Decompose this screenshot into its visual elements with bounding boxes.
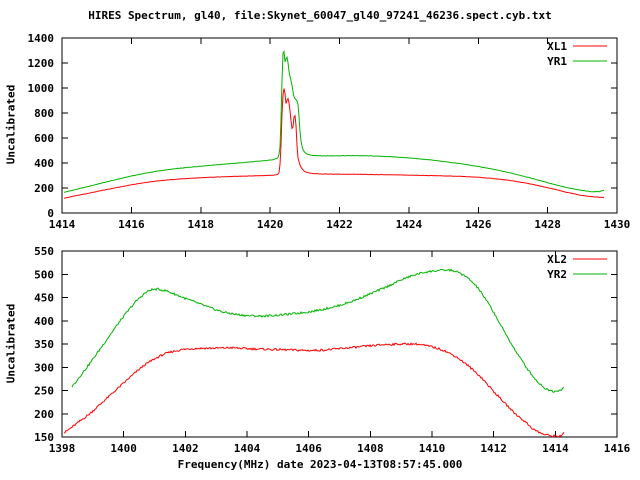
bottom-spectrum-plot: 1398 1400 1402 1404 1406 1408 1410 1412 1414 1416… — [34, 245, 630, 455]
series-line-YR1 — [63, 50, 605, 193]
y-tick-label: 0 — [47, 207, 54, 220]
x-tick-label: 1430 — [604, 218, 631, 231]
plot-border — [61, 250, 618, 438]
x-tick-label: 1404 — [234, 442, 261, 455]
x-tick-label: 1418 — [188, 218, 215, 231]
x-tick-label: 1426 — [465, 218, 492, 231]
y-tick-label: 1400 — [28, 32, 55, 45]
x-tick-label: 1398 — [49, 442, 76, 455]
y-tick-label: 250 — [34, 385, 54, 398]
x-tick-label: 1400 — [110, 442, 137, 455]
x-tick-label: 1416 — [604, 442, 631, 455]
y-tick-label: 400 — [34, 157, 54, 170]
x-tick-label: 1414 — [49, 218, 76, 231]
x-tick-label: 1428 — [534, 218, 561, 231]
y-tick-label: 300 — [34, 361, 54, 374]
legend-label-YR1: YR1 — [547, 55, 567, 68]
y-tick-label: 400 — [34, 315, 54, 328]
y-tick-label: 1000 — [28, 82, 55, 95]
x-tick-label: 1420 — [257, 218, 284, 231]
x-axis-label: Frequency(MHz) date 2023-04-13T08:57:45.… — [177, 458, 463, 471]
legend-label-XL2: XL2 — [547, 253, 567, 266]
plot-title: HIRES Spectrum, gl40, file:Skynet_60047_… — [88, 9, 552, 22]
legend-label-YR2: YR2 — [547, 268, 567, 281]
x-tick-label: 1410 — [419, 442, 446, 455]
top-y-axis-label: Uncalibrated — [4, 84, 18, 165]
legend-label-XL1: XL1 — [547, 40, 567, 53]
y-tick-label: 600 — [34, 132, 54, 145]
y-tick-label: 150 — [34, 431, 54, 444]
series-line-XL2 — [63, 342, 565, 438]
x-tick-label: 1424 — [396, 218, 423, 231]
x-tick-label: 1412 — [480, 442, 507, 455]
y-tick-label: 500 — [34, 268, 54, 281]
y-tick-label: 450 — [34, 292, 54, 305]
x-tick-label: 1416 — [118, 218, 145, 231]
top-spectrum-plot: 1414 1416 1418 1420 1422 1424 1426 1428 1430 0 200… — [28, 32, 631, 231]
x-tick-label: 1408 — [357, 442, 384, 455]
x-tick-label: 1414 — [542, 442, 569, 455]
y-tick-label: 800 — [34, 107, 54, 120]
y-tick-label: 1200 — [28, 57, 55, 70]
y-tick-label: 200 — [34, 182, 54, 195]
y-tick-label: 200 — [34, 408, 54, 421]
y-tick-label: 350 — [34, 338, 54, 351]
x-tick-label: 1402 — [172, 442, 199, 455]
plot-border — [61, 37, 618, 214]
series-line-YR2 — [71, 268, 564, 393]
bottom-y-axis-label: Uncalibrated — [4, 303, 18, 384]
x-tick-label: 1406 — [295, 442, 322, 455]
y-tick-label: 550 — [34, 245, 54, 258]
x-tick-label: 1422 — [326, 218, 353, 231]
series-line-XL1 — [63, 88, 605, 199]
